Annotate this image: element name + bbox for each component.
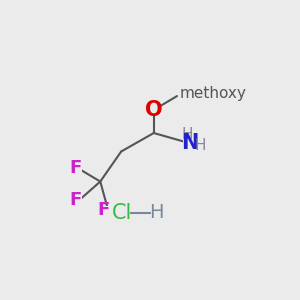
Text: F: F [98,201,110,219]
Bar [183,138,196,148]
Bar [115,208,130,218]
Text: H: H [149,203,163,222]
Bar [147,105,160,115]
Bar [152,208,161,217]
Bar [183,130,192,139]
Bar [196,141,205,150]
Bar [70,195,82,205]
Text: N: N [181,134,199,153]
Text: methoxy: methoxy [179,86,246,101]
Text: O: O [145,100,163,120]
Bar [70,163,82,172]
Text: F: F [70,159,82,177]
Text: F: F [70,191,82,209]
Bar [98,206,109,215]
Text: H: H [194,138,206,153]
Text: H: H [182,127,193,142]
Text: Cl: Cl [112,203,133,223]
